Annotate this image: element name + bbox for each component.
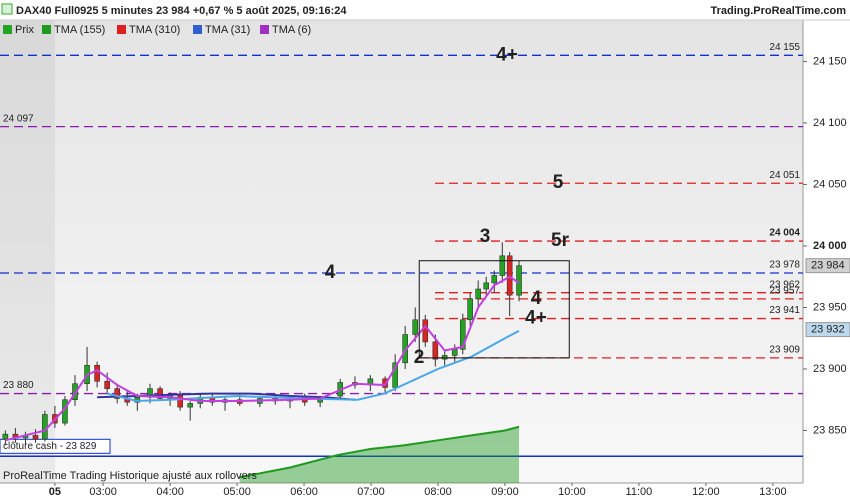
- source: Trading.ProRealTime.com: [710, 5, 846, 17]
- candle-body: [441, 355, 448, 360]
- candle-body: [467, 298, 473, 321]
- level-marker: 4+: [525, 308, 547, 329]
- level-marker: 5: [553, 172, 564, 193]
- price-tag: [805, 258, 850, 274]
- price-tag-label: 23 932: [811, 324, 845, 336]
- x-tick-label: 13:00: [759, 486, 787, 498]
- legend-swatch: [42, 25, 51, 34]
- x-tick-label: 12:00: [692, 486, 720, 498]
- candle-body: [157, 388, 163, 399]
- level-label: 24 155: [769, 42, 800, 53]
- level-label: 23 957: [769, 285, 800, 296]
- candle-body: [94, 364, 100, 382]
- candle-body: [2, 433, 9, 440]
- level-label: 23 880: [3, 380, 34, 391]
- legend-label: TMA (31): [205, 24, 250, 36]
- plot-background: [0, 20, 803, 483]
- price-tag-label: 23 984: [811, 260, 845, 272]
- candle-body: [187, 403, 194, 408]
- y-tick-label: 24 100: [813, 117, 847, 129]
- x-tick-label: 11:00: [626, 486, 653, 498]
- level-label: 24 004: [769, 228, 800, 239]
- line: [239, 425, 520, 479]
- line: [106, 329, 520, 402]
- legend-label: TMA (310): [129, 24, 180, 36]
- candle-body: [104, 380, 110, 389]
- legend-swatch: [117, 25, 126, 34]
- level-marker: 4+: [496, 44, 518, 65]
- candle-body: [499, 255, 506, 276]
- candle-body: [412, 319, 419, 335]
- level-label: 24 097: [3, 113, 34, 124]
- y-tick-label: 23 900: [813, 363, 847, 375]
- level-label: clôture cash - 23 829: [3, 441, 97, 452]
- x-tick-label: 10:00: [558, 486, 586, 498]
- level-label-box: [0, 438, 111, 454]
- axis-background: [803, 0, 850, 500]
- x-tick-label: 06:00: [290, 486, 318, 498]
- candle-body: [475, 288, 481, 300]
- legend-label: TMA (6): [272, 24, 311, 36]
- area: [239, 426, 520, 483]
- x-tick-label: 07:00: [357, 486, 385, 498]
- y-tick-label: 24 000: [813, 240, 847, 252]
- line: [5, 275, 520, 442]
- candle-body: [42, 414, 48, 440]
- y-tick-label: 24 150: [813, 55, 847, 67]
- candle-body: [516, 265, 522, 296]
- chart-title: DAX40 Full0925 5 minutes 23 984 +0,67 % …: [16, 5, 347, 17]
- candle-body: [483, 282, 490, 290]
- candle-body: [491, 275, 498, 284]
- x-tick-label: 05:00: [223, 486, 251, 498]
- pre-session-band: [0, 20, 55, 483]
- candle-body: [114, 388, 121, 399]
- candle-body: [459, 319, 466, 350]
- zone: [418, 260, 570, 359]
- level-label: 23 909: [769, 345, 800, 356]
- candle-body: [451, 348, 458, 356]
- footer: ProRealTime Trading Historique ajusté au…: [3, 470, 257, 482]
- level-label: 23 962: [769, 279, 800, 290]
- price-tag: [805, 322, 850, 338]
- level-label: 23 941: [769, 305, 800, 316]
- chart-icon: [1, 3, 13, 15]
- x-tick-label: 05: [49, 486, 61, 498]
- level-marker: 4: [325, 262, 336, 283]
- legend-label: TMA (155): [54, 24, 105, 36]
- x-tick-label: 08:00: [424, 486, 452, 498]
- legend-label: Prix: [15, 24, 34, 36]
- candle-body: [317, 399, 323, 403]
- x-tick-label: 04:00: [156, 486, 184, 498]
- x-tick-label: 03:00: [89, 486, 117, 498]
- candle-body: [177, 394, 183, 408]
- candle-body: [432, 341, 439, 360]
- candle-body: [422, 319, 429, 343]
- candle-body: [506, 255, 513, 296]
- level-marker: 4: [531, 288, 542, 309]
- legend-swatch: [260, 25, 269, 34]
- y-tick-label: 23 950: [813, 301, 847, 313]
- x-tick-label: 09:00: [491, 486, 519, 498]
- y-tick-label: 23 850: [813, 424, 847, 436]
- level-label: 24 051: [769, 170, 800, 181]
- legend-swatch: [193, 25, 202, 34]
- y-tick-label: 24 050: [813, 178, 847, 190]
- level-marker: 3: [480, 226, 491, 247]
- legend-swatch: [3, 25, 12, 34]
- candle-body: [392, 362, 398, 388]
- level-marker: 5r: [551, 230, 570, 251]
- level-label: 23 978: [769, 260, 800, 271]
- candle-body: [32, 435, 39, 440]
